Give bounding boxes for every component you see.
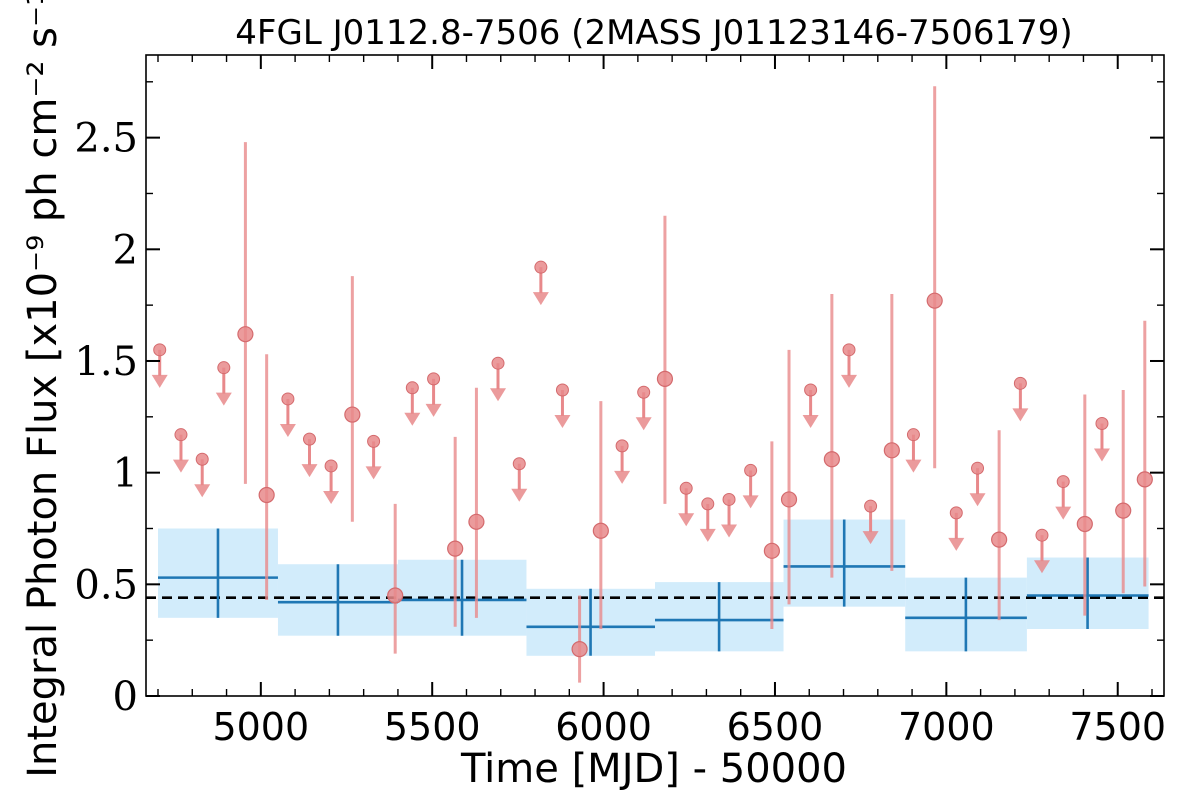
- upper-limit-arrow: [905, 459, 922, 473]
- upper-limit-arrow: [1093, 448, 1110, 462]
- x-tick-label: 6000: [555, 705, 652, 749]
- upper-limit-arrow: [699, 528, 716, 542]
- upper-limit-arrow: [194, 484, 211, 498]
- upper-limit-arrow: [279, 423, 296, 437]
- y-tick-label: 2.5: [74, 116, 138, 162]
- upper-limit-arrow: [532, 292, 549, 306]
- upper-limit-point: [842, 343, 856, 357]
- upper-limit-arrow: [614, 470, 631, 484]
- upper-limit-point: [804, 383, 818, 397]
- upper-limit-point: [281, 392, 295, 406]
- y-tick-label: 0.5: [74, 562, 138, 608]
- upper-limit-arrow: [802, 415, 819, 429]
- upper-limit-arrow: [301, 464, 318, 478]
- y-tick-label: 1.5: [74, 339, 138, 385]
- upper-limit-arrow: [742, 495, 759, 509]
- upper-limit-arrow: [554, 415, 571, 429]
- detection-point: [592, 522, 609, 539]
- upper-limit-arrow: [365, 466, 382, 480]
- upper-limit-point: [701, 497, 715, 511]
- upper-limit-point: [1056, 475, 1070, 489]
- upper-limit-arrow: [511, 488, 528, 502]
- detection-point: [991, 531, 1008, 548]
- upper-limit-point: [744, 463, 758, 477]
- upper-limit-arrow: [635, 417, 652, 431]
- upper-limit-point: [1035, 528, 1049, 542]
- detection-point: [571, 640, 588, 658]
- upper-limit-point: [217, 361, 231, 375]
- upper-limit-point: [491, 356, 505, 370]
- y-tick-label: 1: [113, 451, 138, 497]
- detection-point: [823, 451, 840, 468]
- upper-limit-point: [1013, 376, 1027, 390]
- upper-limit-point: [534, 260, 548, 274]
- upper-limit-arrow: [490, 388, 507, 402]
- upper-limit-point: [512, 457, 526, 471]
- upper-limit-point: [864, 499, 878, 513]
- binned-points: [157, 519, 1149, 656]
- upper-limit-point: [949, 506, 963, 520]
- upper-limit-point: [324, 459, 338, 473]
- detection-point: [468, 513, 485, 530]
- upper-limit-arrow: [323, 490, 340, 504]
- detection-point: [1136, 471, 1153, 488]
- detection-point: [780, 491, 798, 508]
- y-tick-label: 0: [113, 674, 138, 720]
- upper-limit-arrow: [1012, 408, 1029, 422]
- upper-limit-point: [722, 492, 736, 506]
- detection-point: [447, 540, 464, 557]
- upper-limit-point: [405, 381, 419, 395]
- upper-limit-point: [1095, 417, 1109, 431]
- light-curve-points: [151, 86, 1153, 683]
- upper-limit-point: [615, 439, 629, 453]
- detection-point: [763, 542, 780, 559]
- axis-ticks: 5000 5500 6000 6500 7000 7500 0 0.5 1 1.5 2 2.5: [74, 55, 1166, 749]
- upper-limit-point: [555, 383, 569, 397]
- upper-limit-arrow: [172, 459, 189, 473]
- upper-limit-arrow: [862, 531, 879, 545]
- x-axis-label: Time [MJD] - 50000: [460, 746, 847, 792]
- x-tick-label: 7500: [1069, 705, 1166, 749]
- upper-limit-point: [427, 372, 441, 386]
- upper-limit-point: [906, 428, 920, 442]
- upper-limit-arrow: [721, 524, 738, 538]
- plot-frame: [145, 54, 1165, 697]
- upper-limit-point: [637, 385, 651, 399]
- x-tick-label: 5500: [384, 705, 481, 749]
- x-tick-label: 6500: [727, 705, 824, 749]
- x-tick-label: 5000: [212, 705, 309, 749]
- upper-limit-arrow: [215, 392, 232, 406]
- detection-point: [926, 292, 943, 309]
- detection-point: [1076, 515, 1093, 533]
- upper-limit-arrow: [151, 374, 168, 388]
- upper-limit-arrow: [948, 537, 965, 551]
- upper-limit-point: [971, 461, 985, 475]
- upper-limit-arrow: [678, 513, 695, 527]
- upper-limit-arrow: [425, 403, 442, 417]
- detection-point: [258, 486, 275, 504]
- upper-limit-point: [367, 434, 381, 448]
- y-tick-label: 2: [113, 227, 138, 273]
- upper-limit-point: [679, 481, 693, 495]
- detection-point: [1115, 502, 1132, 519]
- upper-limit-point: [302, 432, 316, 446]
- x-tick-label: 7000: [898, 705, 995, 749]
- upper-limit-point: [174, 428, 188, 442]
- chart-title: 4FGL J0112.8-7506 (2MASS J01123146-75061…: [235, 13, 1072, 53]
- detection-point: [344, 406, 361, 423]
- detection-point: [883, 442, 900, 459]
- upper-limit-point: [195, 452, 209, 466]
- y-axis-label: Integral Photon Flux [x10⁻⁹ ph cm⁻² s⁻¹]: [20, 0, 66, 778]
- upper-limit-arrow: [404, 412, 421, 426]
- upper-limit-arrow: [969, 493, 986, 507]
- detection-point: [656, 370, 674, 387]
- upper-limit-arrow: [1033, 560, 1050, 574]
- detection-point: [387, 587, 404, 604]
- detection-point: [237, 326, 254, 343]
- upper-limit-point: [153, 343, 167, 357]
- upper-limit-arrow: [1055, 506, 1072, 520]
- upper-limit-arrow: [841, 374, 858, 388]
